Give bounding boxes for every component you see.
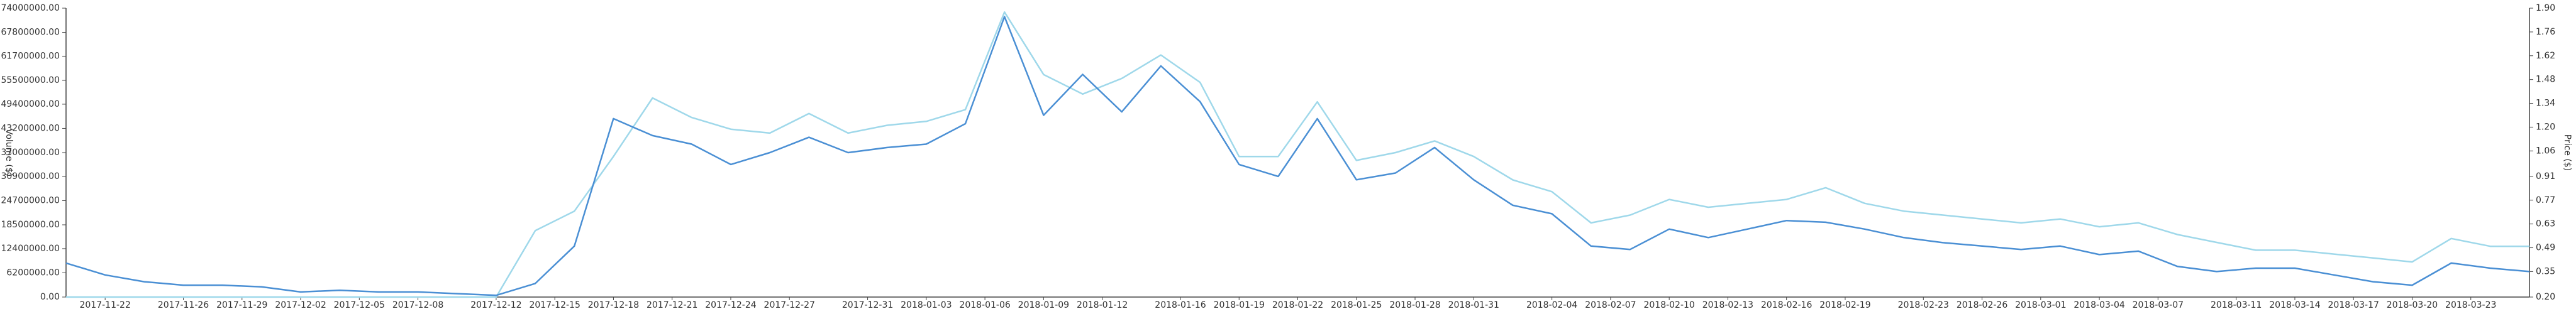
y2-tick-label: 1.90	[2536, 3, 2555, 13]
x-tick-label: 2018-02-10	[1643, 300, 1694, 310]
x-tick-label: 2017-12-18	[588, 300, 639, 310]
x-tick-label: 2018-03-14	[2269, 300, 2320, 310]
x-tick-label: 2018-01-22	[1272, 300, 1323, 310]
x-tick-label: 2018-01-16	[1155, 300, 1206, 310]
x-tick-label: 2018-02-07	[1585, 300, 1636, 310]
x-tick-label: 2018-01-25	[1331, 300, 1382, 310]
x-tick-label: 2018-02-04	[1526, 300, 1577, 310]
x-tick-label: 2017-12-15	[529, 300, 580, 310]
y2-tick-label: 1.76	[2536, 27, 2555, 37]
y-tick-label: 43200000.00	[1, 123, 60, 133]
x-tick-label: 2018-03-23	[2445, 300, 2496, 310]
x-tick-label: 2018-01-31	[1448, 300, 1499, 310]
y2-tick-label: 0.20	[2536, 292, 2555, 302]
x-tick-label: 2018-01-06	[959, 300, 1010, 310]
y-axis-title: Volume ($)	[4, 129, 14, 176]
y-tick-label: 0.00	[40, 292, 60, 302]
y-tick-label: 6200000.00	[6, 268, 60, 278]
x-tick-label: 2018-01-19	[1214, 300, 1265, 310]
y-tick-label: 74000000.00	[1, 3, 60, 13]
series-line	[65, 16, 2530, 296]
x-tick-label: 2018-02-16	[1761, 300, 1812, 310]
y2-axis-title: Price ($)	[2562, 134, 2572, 171]
x-tick-label: 2017-12-02	[275, 300, 326, 310]
x-tick-label: 2017-11-29	[216, 300, 267, 310]
x-tick-label: 2017-12-27	[764, 300, 815, 310]
x-tick-label: 2017-12-24	[705, 300, 756, 310]
y2-tick-label: 0.63	[2536, 219, 2555, 229]
x-tick-label: 2017-12-12	[470, 300, 521, 310]
x-tick-label: 2018-03-07	[2133, 300, 2184, 310]
x-tick-label: 2017-12-05	[334, 300, 385, 310]
x-tick-label: 2018-02-23	[1898, 300, 1949, 310]
y2-tick-label: 0.91	[2536, 171, 2555, 181]
y-tick-label: 12400000.00	[1, 244, 60, 254]
y2-tick-label: 1.62	[2536, 51, 2555, 61]
x-tick-label: 2018-02-13	[1702, 300, 1753, 310]
series-line	[66, 11, 2529, 298]
x-tick-label: 2018-03-20	[2387, 300, 2438, 310]
y2-tick-label: 0.77	[2536, 195, 2555, 205]
y2-tick-label: 1.06	[2536, 146, 2555, 156]
x-tick-label: 2017-12-21	[647, 300, 697, 310]
y2-tick-label: 0.49	[2536, 243, 2555, 253]
y-tick-label: 67800000.00	[1, 28, 60, 38]
x-tick-label: 2018-01-28	[1389, 300, 1440, 310]
x-tick-label: 2018-03-17	[2328, 300, 2379, 310]
x-tick-label: 2018-02-19	[1819, 300, 1870, 310]
x-tick-label: 2018-03-11	[2211, 300, 2262, 310]
x-tick-label: 2017-11-22	[79, 300, 130, 310]
x-tick-label: 2018-03-01	[2015, 300, 2066, 310]
y-tick-label: 49400000.00	[1, 99, 60, 109]
y2-tick-label: 1.48	[2536, 75, 2555, 85]
y-tick-label: 55500000.00	[1, 75, 60, 85]
y-tick-label: 30900000.00	[1, 171, 60, 181]
x-tick-label: 2018-03-04	[2074, 300, 2124, 310]
y2-tick-label: 1.34	[2536, 99, 2555, 109]
x-tick-label: 2018-01-03	[901, 300, 952, 310]
x-tick-label: 2018-01-09	[1018, 300, 1069, 310]
x-tick-label: 2017-12-31	[842, 300, 893, 310]
x-tick-label: 2018-02-26	[1957, 300, 2007, 310]
y-tick-label: 18500000.00	[1, 220, 60, 230]
y-tick-label: 24700000.00	[1, 195, 60, 205]
y-tick-label: 61700000.00	[1, 51, 60, 61]
y-tick-label: 37000000.00	[1, 148, 60, 158]
y2-tick-label: 1.20	[2536, 122, 2555, 132]
x-tick-label: 2017-11-26	[158, 300, 209, 310]
x-tick-label: 2018-01-12	[1077, 300, 1128, 310]
y2-tick-label: 0.35	[2536, 266, 2555, 276]
x-tick-label: 2017-12-08	[392, 300, 443, 310]
